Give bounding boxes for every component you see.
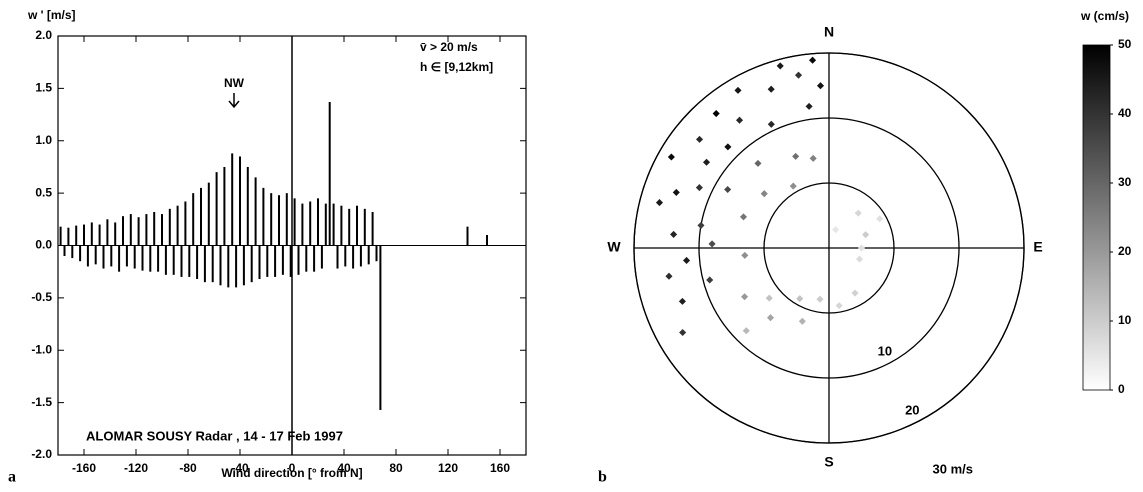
x-tick-label: -40 — [231, 461, 249, 475]
point — [809, 154, 817, 162]
point — [794, 71, 803, 79]
point — [798, 317, 806, 325]
annotation: ALOMAR SOUSY Radar , 14 - 17 Feb 1997 — [86, 428, 343, 443]
direction-label: S — [824, 454, 833, 470]
ring — [698, 117, 960, 379]
ring-label: 10 — [878, 344, 892, 359]
x-tick-label: 40 — [337, 461, 351, 475]
point — [741, 293, 749, 301]
point — [754, 159, 762, 167]
point — [695, 184, 703, 192]
y-tick-label: -1.5 — [31, 395, 52, 409]
y-tick-label: -2.0 — [31, 447, 52, 461]
colorbar-tick-label: 0 — [1118, 382, 1125, 396]
x-tick-label: 0 — [289, 461, 296, 475]
point — [679, 328, 687, 337]
colorbar-tick-label: 20 — [1118, 244, 1132, 258]
point — [724, 143, 732, 151]
y-axis-label: w ' [m/s] — [27, 8, 76, 22]
point — [857, 244, 866, 252]
point — [856, 255, 864, 263]
annotation: NW — [224, 76, 245, 90]
point — [816, 82, 825, 90]
y-tick-label: -1.0 — [31, 342, 52, 356]
y-tick-label: 2.0 — [35, 28, 52, 42]
point — [876, 215, 884, 223]
point — [809, 56, 817, 64]
panel-label: a — [8, 469, 16, 486]
point — [735, 116, 744, 124]
point — [816, 295, 824, 303]
point — [767, 120, 775, 128]
point — [767, 85, 775, 93]
colorbar-label: w (cm/s) — [1080, 9, 1129, 23]
x-tick-label: -160 — [72, 461, 96, 475]
ring-label: 20 — [905, 403, 919, 418]
x-tick-label: -120 — [124, 461, 148, 475]
colorbar-tick-label: 50 — [1118, 37, 1132, 51]
point — [760, 190, 768, 198]
point — [862, 231, 870, 239]
point — [665, 272, 673, 280]
point — [851, 289, 859, 297]
y-tick-label: 1.0 — [35, 133, 52, 147]
direction-label: W — [607, 239, 621, 255]
x-tick-label: -80 — [179, 461, 197, 475]
point — [835, 302, 843, 310]
colorbar-tick-label: 40 — [1118, 106, 1132, 120]
arrow — [228, 93, 240, 109]
point — [672, 188, 680, 196]
point — [724, 185, 732, 194]
direction-label: N — [824, 24, 834, 40]
colorbar — [1082, 44, 1111, 391]
y-tick-label: 1.5 — [35, 81, 52, 95]
x-tick-label: 80 — [389, 461, 403, 475]
point — [741, 251, 749, 259]
point — [712, 110, 720, 118]
y-tick-label: 0.5 — [35, 185, 52, 199]
y-tick-label: -0.5 — [31, 290, 52, 304]
direction-label: E — [1033, 239, 1042, 255]
point — [805, 102, 813, 110]
point — [742, 327, 750, 335]
point — [667, 153, 675, 161]
point — [706, 276, 714, 284]
point — [703, 158, 711, 166]
x-axis-label: Wind direction [° from N] — [221, 466, 362, 480]
point — [734, 86, 742, 94]
point — [796, 295, 804, 303]
ring — [763, 182, 895, 314]
point — [776, 62, 784, 70]
point — [854, 209, 862, 217]
point — [697, 221, 705, 229]
x-tick-label: 120 — [438, 461, 458, 475]
ring — [633, 52, 1025, 444]
colorbar-tick-label: 10 — [1118, 313, 1132, 327]
point — [789, 182, 797, 190]
point — [655, 199, 664, 207]
point — [683, 256, 691, 264]
point — [696, 135, 704, 143]
point — [739, 213, 748, 221]
annotation: v̄ > 20 m/s — [420, 40, 478, 54]
point — [766, 314, 775, 322]
x-tick-label: 160 — [490, 461, 510, 475]
point — [708, 240, 716, 248]
annotation: h ∈ [9,12km] — [420, 60, 493, 74]
point — [792, 152, 800, 160]
panel-label: b — [598, 469, 607, 486]
point — [832, 226, 840, 234]
y-tick-label: 0.0 — [35, 238, 52, 252]
ring-label: 30 m/s — [933, 461, 973, 476]
point — [765, 294, 773, 302]
point — [670, 230, 678, 238]
point — [678, 297, 686, 305]
colorbar-tick-label: 30 — [1118, 175, 1132, 189]
